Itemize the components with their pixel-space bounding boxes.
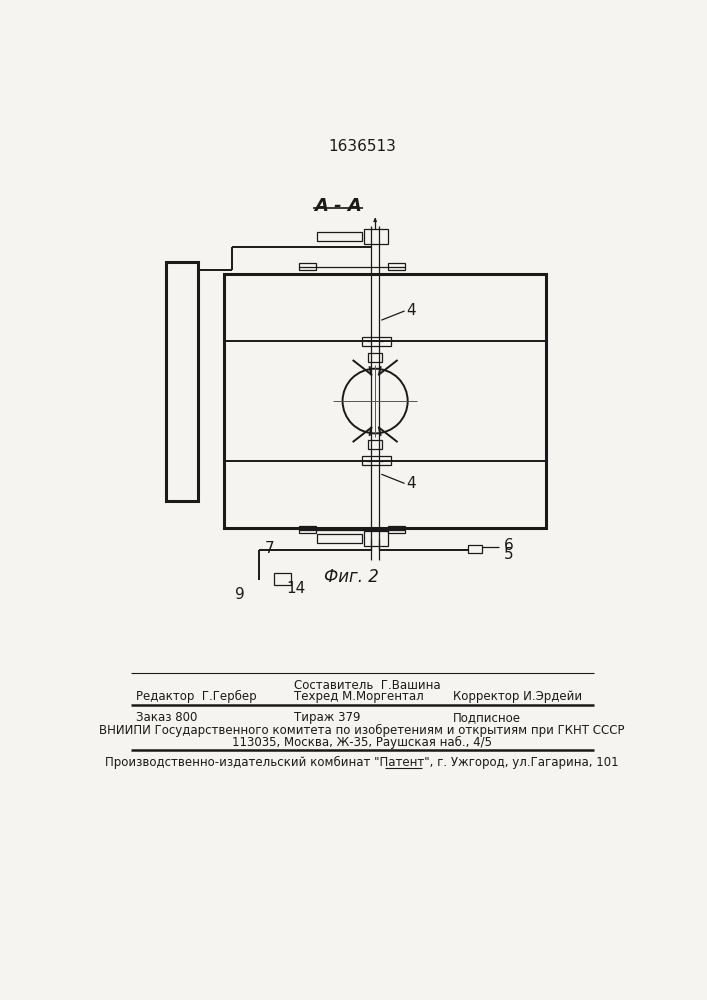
- Text: 1636513: 1636513: [328, 139, 396, 154]
- Bar: [363, 531, 388, 546]
- Bar: [368, 440, 382, 449]
- Bar: [468, 545, 482, 553]
- Text: 14: 14: [286, 581, 305, 596]
- Text: Корректор И.Эрдейи: Корректор И.Эрдейи: [452, 690, 582, 703]
- Bar: [299, 526, 316, 533]
- Text: А - А: А - А: [314, 197, 362, 215]
- Text: Техред М.Моргентал: Техред М.Моргентал: [293, 690, 423, 703]
- Text: 7: 7: [264, 541, 274, 556]
- Bar: [362, 337, 392, 346]
- Bar: [388, 526, 405, 533]
- Text: ВНИИПИ Государственного комитета по изобретениям и открытиям при ГКНТ СССР: ВНИИПИ Государственного комитета по изоб…: [99, 724, 625, 737]
- Text: Тираж 379: Тираж 379: [293, 711, 361, 724]
- Text: 4: 4: [406, 303, 416, 318]
- Bar: [317, 232, 362, 241]
- Bar: [388, 263, 405, 270]
- Text: Подписное: Подписное: [452, 711, 520, 724]
- Bar: [274, 573, 291, 585]
- Bar: [368, 353, 382, 362]
- Text: Составитель  Г.Вашина: Составитель Г.Вашина: [293, 679, 440, 692]
- Text: 6: 6: [504, 538, 513, 553]
- Text: 113035, Москва, Ж-35, Раушская наб., 4/5: 113035, Москва, Ж-35, Раушская наб., 4/5: [232, 736, 492, 749]
- Bar: [363, 229, 388, 244]
- Bar: [166, 262, 199, 501]
- Bar: [224, 274, 546, 528]
- Bar: [362, 456, 392, 465]
- Text: 9: 9: [235, 587, 245, 602]
- Text: 4: 4: [406, 476, 416, 491]
- Text: Фиг. 2: Фиг. 2: [325, 568, 380, 586]
- Bar: [299, 263, 316, 270]
- Text: Заказ 800: Заказ 800: [136, 711, 198, 724]
- Bar: [317, 534, 362, 543]
- Text: Производственно-издательский комбинат "Патент", г. Ужгород, ул.Гагарина, 101: Производственно-издательский комбинат "П…: [105, 756, 619, 769]
- Text: Редактор  Г.Гербер: Редактор Г.Гербер: [136, 690, 257, 703]
- Text: 5: 5: [504, 547, 513, 562]
